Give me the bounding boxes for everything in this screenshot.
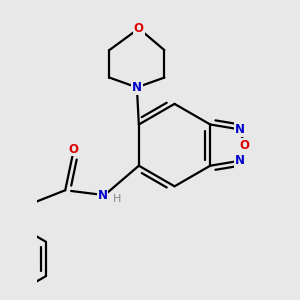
Text: N: N [132, 81, 142, 94]
Text: N: N [235, 154, 245, 167]
Text: N: N [98, 189, 107, 202]
Text: H: H [113, 194, 122, 204]
Text: O: O [134, 22, 144, 35]
Text: N: N [235, 123, 245, 136]
Text: O: O [240, 139, 250, 152]
Text: O: O [68, 142, 78, 155]
